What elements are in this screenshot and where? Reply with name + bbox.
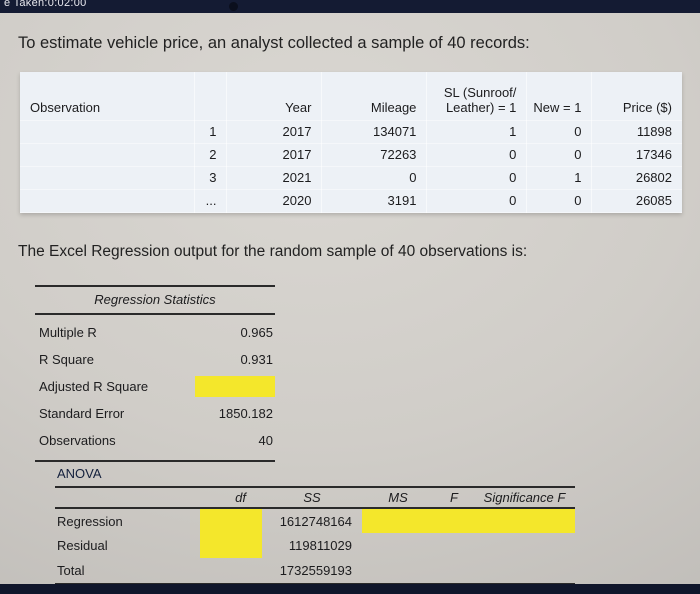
stat-label: Adjusted R Square bbox=[39, 379, 149, 394]
sl-header-line1: SL (Sunroof/ bbox=[443, 84, 517, 100]
stat-value: 0.965 bbox=[240, 325, 273, 340]
cell-year: 2017 bbox=[226, 143, 323, 167]
ms-highlighted-blank bbox=[362, 508, 434, 533]
cell-year: 2021 bbox=[226, 166, 323, 190]
anova-row-label: Regression bbox=[57, 513, 123, 529]
cell-new: 0 bbox=[526, 143, 593, 167]
stat-row-r-square: R Square 0.931 bbox=[35, 346, 275, 373]
anova-table: df SS MS F Significance F Regression 161… bbox=[55, 486, 575, 584]
df-highlighted-blank bbox=[200, 508, 262, 533]
col-header-mileage: Mileage bbox=[321, 72, 428, 121]
anova-row-residual: Residual 119811029 bbox=[55, 533, 575, 558]
anova-col-ms: MS bbox=[362, 487, 434, 509]
ss-value: 1612748164 bbox=[279, 513, 352, 529]
f-empty-cell bbox=[434, 558, 474, 584]
cell-obs-label bbox=[20, 189, 196, 213]
stat-label: Observations bbox=[39, 433, 116, 448]
cell-mileage: 0 bbox=[321, 166, 428, 190]
anova-col-df: df bbox=[200, 487, 262, 509]
cell-obs-label bbox=[20, 143, 196, 167]
regression-statistics-table: Regression Statistics Multiple R 0.965 R… bbox=[35, 285, 275, 462]
stat-row-observations: Observations 40 bbox=[35, 427, 275, 454]
cell-obs: 2 bbox=[194, 143, 228, 167]
sigf-empty-cell bbox=[474, 558, 575, 584]
col-header-sunroof-leather: SL (Sunroof/ Leather) = 1 bbox=[426, 72, 528, 121]
cell-year: 2017 bbox=[226, 120, 323, 144]
stat-value: 40 bbox=[258, 433, 273, 448]
stat-value: 1850.182 bbox=[218, 406, 273, 421]
col-header-year: Year bbox=[226, 72, 323, 121]
cell-obs: 1 bbox=[194, 120, 228, 144]
col-header-observation: Observation bbox=[20, 72, 196, 121]
cell-new: 1 bbox=[526, 166, 593, 190]
cell-price: 17346 bbox=[591, 143, 682, 167]
anova-section: ANOVA df SS MS F Significance F Regressi… bbox=[55, 466, 575, 584]
regression-statistics-title: Regression Statistics bbox=[35, 285, 275, 315]
table-row: 3 2021 0 0 1 26802 bbox=[20, 166, 682, 190]
stat-row-adjusted-r-square: Adjusted R Square bbox=[35, 373, 275, 400]
anova-col-f: F bbox=[434, 487, 474, 509]
stat-row-standard-error: Standard Error 1850.182 bbox=[35, 400, 275, 427]
table-row: 2 2017 72263 0 0 17346 bbox=[20, 143, 682, 167]
cell-obs-label bbox=[20, 166, 196, 190]
col-header-new: New = 1 bbox=[526, 72, 593, 121]
ss-value: 119811029 bbox=[288, 538, 352, 553]
ms-empty-cell bbox=[362, 558, 434, 584]
table-row: ... 2020 3191 0 0 26085 bbox=[20, 189, 682, 213]
regression-statistics-body: Multiple R 0.965 R Square 0.931 Adjusted… bbox=[35, 315, 275, 462]
table-row: 1 2017 134071 1 0 11898 bbox=[20, 120, 682, 144]
df-highlighted-blank bbox=[200, 533, 262, 558]
cell-obs: ... bbox=[194, 189, 228, 213]
cell-new: 0 bbox=[526, 189, 593, 213]
anova-row-regression: Regression 1612748164 bbox=[55, 508, 575, 533]
sample-data-table: Observation Year Mileage SL (Sunroof/ Le… bbox=[20, 72, 682, 213]
col-header-price: Price ($) bbox=[591, 72, 682, 121]
highlighted-blank-value bbox=[195, 376, 275, 397]
stat-value: 0.931 bbox=[240, 352, 273, 367]
sl-header-line2: Leather) = 1 bbox=[445, 99, 517, 115]
bottom-device-bar bbox=[0, 584, 700, 594]
stat-label: Standard Error bbox=[39, 406, 125, 421]
ss-value: 1732559193 bbox=[262, 558, 362, 584]
cell-price: 26802 bbox=[591, 166, 682, 190]
f-empty-cell bbox=[434, 533, 474, 558]
ms-empty-cell bbox=[362, 533, 434, 558]
cell-year: 2020 bbox=[226, 189, 323, 213]
cell-sl: 0 bbox=[426, 143, 528, 167]
cell-obs-label bbox=[20, 120, 196, 144]
anova-row-total: Total 1732559193 bbox=[55, 558, 575, 584]
f-sigf-highlighted-blank bbox=[434, 508, 575, 533]
anova-col-significance-f: Significance F bbox=[474, 487, 575, 509]
stat-row-multiple-r: Multiple R 0.965 bbox=[35, 319, 275, 346]
cell-sl: 0 bbox=[426, 166, 528, 190]
anova-row-label: Residual bbox=[57, 538, 108, 553]
anova-col-label bbox=[55, 487, 200, 509]
cell-sl: 1 bbox=[426, 120, 528, 144]
cell-mileage: 134071 bbox=[321, 120, 428, 144]
cell-obs: 3 bbox=[194, 166, 228, 190]
table-header-row: Observation Year Mileage SL (Sunroof/ Le… bbox=[20, 72, 682, 121]
stat-label: R Square bbox=[39, 352, 94, 367]
anova-title: ANOVA bbox=[57, 466, 102, 481]
cell-price: 11898 bbox=[591, 120, 682, 144]
col-header-obs-number bbox=[194, 72, 228, 121]
stat-label: Multiple R bbox=[39, 325, 97, 340]
cell-new: 0 bbox=[526, 120, 593, 144]
anova-header-row: df SS MS F Significance F bbox=[55, 487, 575, 509]
cell-mileage: 72263 bbox=[321, 143, 428, 167]
df-empty-cell bbox=[200, 558, 262, 584]
cell-sl: 0 bbox=[426, 189, 528, 213]
top-status-bar: e Taken:0:02:00 bbox=[0, 0, 700, 13]
cell-price: 26085 bbox=[591, 189, 682, 213]
camera-notch bbox=[229, 2, 238, 11]
anova-col-ss: SS bbox=[262, 487, 362, 509]
regression-intro-text: The Excel Regression output for the rand… bbox=[18, 243, 528, 260]
anova-row-label: Total bbox=[55, 558, 200, 584]
cell-mileage: 3191 bbox=[321, 189, 428, 213]
time-taken-text: e Taken:0:02:00 bbox=[4, 0, 87, 9]
sigf-empty-cell bbox=[474, 533, 575, 558]
question-intro-text: To estimate vehicle price, an analyst co… bbox=[18, 34, 530, 52]
